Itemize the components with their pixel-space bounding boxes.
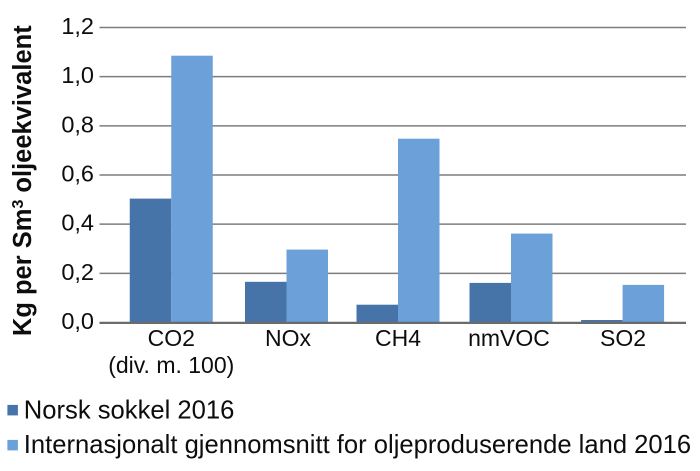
svg-text:1,2: 1,2 — [61, 13, 94, 39]
svg-text:(div. m. 100): (div. m. 100) — [108, 352, 234, 378]
svg-text:NOx: NOx — [265, 325, 312, 351]
svg-text:Internasjonalt gjennomsnitt fo: Internasjonalt gjennomsnitt for oljeprod… — [24, 431, 691, 459]
svg-text:0,8: 0,8 — [61, 111, 94, 137]
svg-text:Kg per Sm3 oljeekvivalent: Kg per Sm3 oljeekvivalent — [9, 25, 37, 336]
svg-text:0,0: 0,0 — [61, 308, 94, 334]
svg-text:CO2: CO2 — [148, 325, 195, 351]
svg-text:1,0: 1,0 — [61, 62, 94, 88]
svg-text:Norsk sokkel 2016: Norsk sokkel 2016 — [24, 397, 235, 425]
svg-text:0,6: 0,6 — [61, 161, 94, 187]
svg-text:SO2: SO2 — [600, 325, 646, 351]
svg-text:nmVOC: nmVOC — [468, 325, 550, 351]
svg-text:CH4: CH4 — [375, 325, 421, 351]
svg-text:0,2: 0,2 — [61, 259, 94, 285]
svg-text:0,4: 0,4 — [61, 210, 94, 236]
